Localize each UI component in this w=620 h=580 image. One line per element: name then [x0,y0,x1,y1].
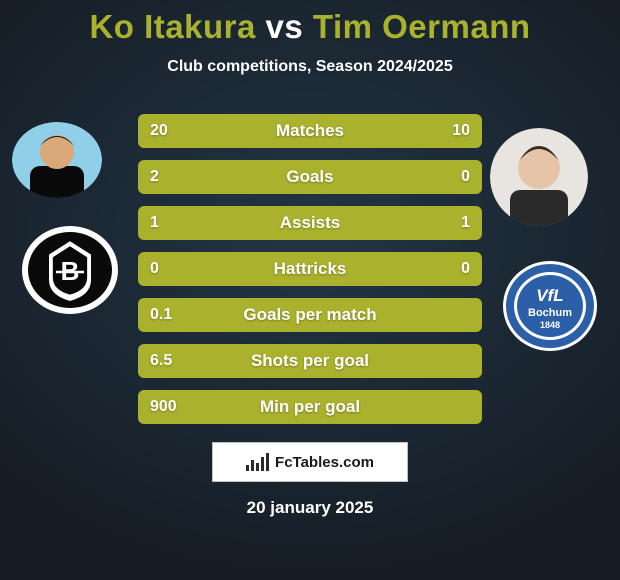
player-b-name: Tim Oermann [313,8,531,45]
stat-label: Hattricks [138,252,482,286]
stat-row: 6.5Shots per goal [138,344,482,378]
comparison-card: Ko Itakura vs Tim Oermann Club competiti… [0,0,620,580]
source-badge: FcTables.com [212,442,408,482]
source-text: FcTables.com [275,454,374,471]
stat-label: Matches [138,114,482,148]
page-title: Ko Itakura vs Tim Oermann [0,0,620,46]
stats-chart: 2010Matches 20Goals 11Assists 00Hattricks 0.… [138,114,482,436]
crest-b-line1: VfL [536,286,563,305]
player-a-name: Ko Itakura [89,8,255,45]
stat-row: 2010Matches [138,114,482,148]
subtitle: Club competitions, Season 2024/2025 [0,58,620,76]
stat-label: Min per goal [138,390,482,424]
club-b-crest: VfL Bochum 1848 [502,260,598,352]
stat-row: 11Assists [138,206,482,240]
crest-b-line3: 1848 [540,320,560,330]
stat-row: 00Hattricks [138,252,482,286]
stat-row: 0.1Goals per match [138,298,482,332]
stat-label: Goals per match [138,298,482,332]
player-b-avatar [490,128,588,226]
player-a-avatar [12,122,102,198]
stat-row: 900Min per goal [138,390,482,424]
stat-row: 20Goals [138,160,482,194]
bars-icon [246,453,269,471]
stat-label: Assists [138,206,482,240]
vs-text: vs [256,8,313,45]
stat-label: Shots per goal [138,344,482,378]
stat-label: Goals [138,160,482,194]
crest-b-line2: Bochum [528,307,572,319]
club-a-crest: B [22,226,118,314]
date-text: 20 january 2025 [0,498,620,518]
